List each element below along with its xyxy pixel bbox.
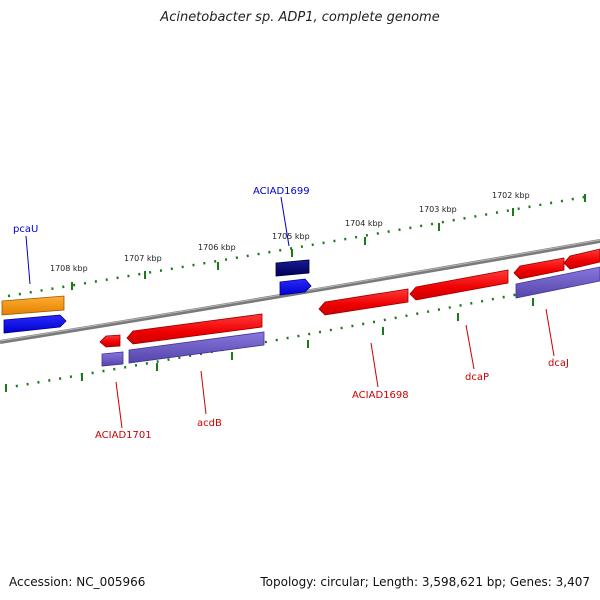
upper-major-ticks <box>71 194 586 290</box>
accession-text: Accession: NC_005966 <box>9 575 146 589</box>
cds-acdb[interactable] <box>128 331 265 364</box>
gene-arrow-aciad1699[interactable] <box>279 278 312 296</box>
scale-label-1703: 1703 kbp <box>419 205 457 214</box>
upper-scale-track <box>7 194 591 298</box>
genome-summary-text: Topology: circular; Length: 3,598,621 bp… <box>260 575 590 589</box>
gene-arrow-dcaj[interactable] <box>513 257 565 280</box>
gene-leader-lines <box>25 196 555 429</box>
scale-label-1702: 1702 kbp <box>492 191 530 200</box>
gene-label-acdb[interactable]: acdB <box>197 418 222 429</box>
gene-arrow-aciad1701[interactable] <box>99 334 121 348</box>
scale-label-1704: 1704 kbp <box>345 219 383 228</box>
gene-label-aciad1699[interactable]: ACIAD1699 <box>253 186 310 197</box>
lower-major-ticks <box>5 298 534 392</box>
gene-label-dcap[interactable]: dcaP <box>465 372 489 383</box>
cds-dcaj[interactable] <box>515 266 600 299</box>
gene-label-dcaj[interactable]: dcaJ <box>548 358 569 369</box>
gene-arrow-dcap[interactable] <box>409 269 509 301</box>
gene-arrow-pcau[interactable] <box>3 314 67 334</box>
map-title: Acinetobacter sp. ADP1, complete genome <box>160 10 440 25</box>
scale-label-1706: 1706 kbp <box>198 243 236 252</box>
gene-arrow-aciad1699-selected[interactable] <box>275 259 310 277</box>
gene-arrow-right-edge[interactable] <box>563 248 600 270</box>
gene-arrow-acdb[interactable] <box>126 313 263 345</box>
scale-label-1705: 1705 kbp <box>272 232 310 241</box>
gene-label-aciad1701[interactable]: ACIAD1701 <box>95 430 152 441</box>
gene-arrow-pcau-highlight[interactable] <box>1 295 65 316</box>
gene-arrow-aciad1698[interactable] <box>318 288 409 316</box>
cds-aciad1701[interactable] <box>101 351 124 367</box>
lower-scale-track <box>4 276 600 390</box>
scale-label-1708: 1708 kbp <box>50 264 88 273</box>
gene-label-pcau[interactable]: pcaU <box>13 224 38 235</box>
scale-label-1707: 1707 kbp <box>124 254 162 263</box>
gene-label-aciad1698[interactable]: ACIAD1698 <box>352 390 409 401</box>
